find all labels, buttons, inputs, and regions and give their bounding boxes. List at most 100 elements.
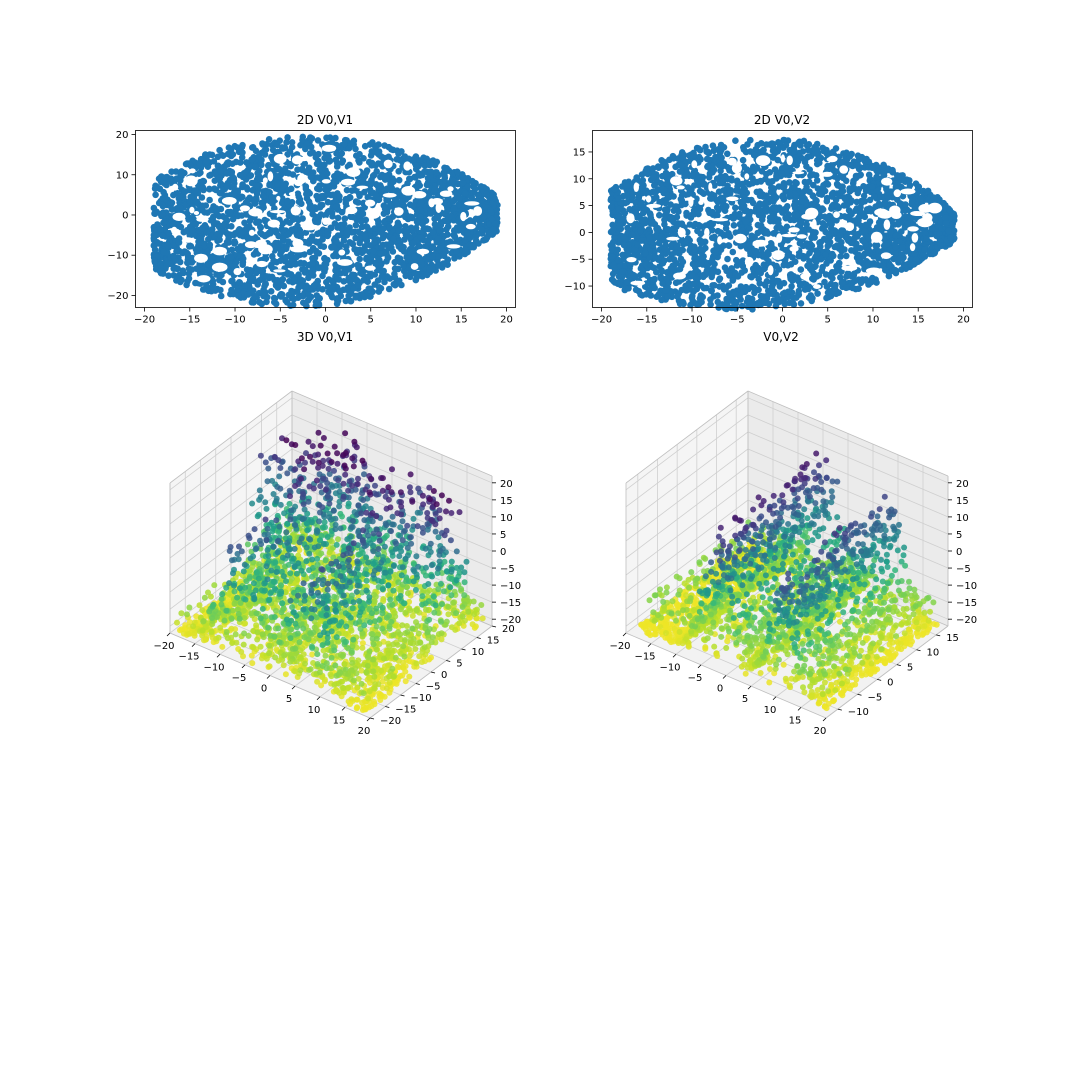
scatter-point — [395, 227, 402, 235]
scatter-point — [823, 294, 830, 302]
scatter-point — [461, 236, 469, 244]
scatter-point — [237, 243, 244, 250]
scatter-point — [650, 276, 657, 284]
scatter-point — [823, 260, 830, 267]
scatter-point — [433, 158, 441, 166]
scatter-point — [217, 292, 225, 300]
scatter-point — [429, 253, 437, 260]
gap — [239, 205, 250, 212]
scatter-point — [850, 270, 858, 278]
scatter-point — [358, 218, 365, 225]
scatter-point — [178, 172, 185, 180]
scatter-point — [357, 269, 364, 277]
scatter-point — [252, 163, 259, 170]
scatter-point — [793, 211, 801, 219]
scatter-point — [164, 242, 172, 249]
scatter-point — [756, 280, 763, 287]
scatter-point — [315, 230, 323, 237]
x-tick-label: 20 — [500, 315, 513, 326]
scatter-point — [259, 192, 267, 200]
scatter-point — [161, 174, 169, 181]
gap — [258, 244, 273, 255]
scatter-point — [151, 210, 158, 217]
scatter-point — [360, 276, 367, 284]
scatter-point — [298, 282, 306, 290]
scatter-point — [356, 150, 363, 158]
gap — [465, 223, 476, 230]
scatter-point — [427, 210, 435, 217]
scatter-point — [885, 272, 893, 280]
scatter-point — [255, 218, 263, 225]
scatter-point — [411, 269, 418, 277]
scatter-point — [217, 167, 224, 175]
scatter-point — [184, 278, 191, 285]
scatter-point — [720, 144, 728, 151]
scatter-point — [371, 225, 379, 232]
scatter-point — [490, 194, 498, 202]
scatter-point — [216, 271, 224, 279]
scatter-point — [872, 242, 879, 249]
scatter-point — [314, 239, 321, 246]
scatter-point — [861, 213, 869, 221]
scatter-point — [828, 190, 836, 198]
scatter-point — [899, 244, 906, 251]
gap — [439, 190, 453, 197]
scatter-point — [153, 183, 161, 191]
scatter-point — [426, 265, 434, 273]
scatter-point — [210, 286, 218, 293]
scatter-point — [638, 178, 645, 186]
scatter-point — [620, 241, 628, 249]
scatter-point — [213, 205, 220, 212]
scatter-point — [709, 255, 716, 263]
scatter-point — [288, 139, 296, 146]
scatter-point — [754, 221, 762, 229]
scatter-point — [366, 179, 374, 187]
scatter-point — [371, 238, 378, 246]
scatter-point — [417, 234, 425, 241]
scatter-point — [417, 199, 425, 207]
scatter-point — [248, 156, 256, 163]
gap — [321, 179, 331, 184]
gap — [321, 144, 337, 152]
scatter-point — [697, 239, 705, 247]
gap — [297, 174, 307, 184]
scatter-point — [889, 166, 896, 174]
scatter-point — [730, 215, 737, 222]
scatter-point — [648, 219, 656, 227]
scatter-point — [874, 168, 881, 176]
scatter-point — [159, 270, 167, 277]
scatter-point — [330, 252, 337, 260]
gap — [262, 177, 268, 184]
scatter-point — [236, 279, 243, 286]
scatter-point — [199, 224, 206, 232]
scatter-point — [334, 275, 341, 283]
scatter-point — [356, 234, 364, 242]
scatter-point — [791, 258, 799, 266]
scatter-point — [258, 161, 265, 169]
scatter-point — [206, 185, 213, 193]
scatter-point — [739, 156, 747, 164]
scatter-point — [268, 193, 276, 201]
scatter-point — [189, 214, 196, 222]
scatter-point — [232, 158, 240, 166]
scatter-point — [259, 140, 266, 147]
scatter-point — [749, 179, 756, 187]
scatter-point — [440, 169, 448, 177]
scatter-point — [781, 205, 789, 213]
scatter-point — [781, 182, 788, 190]
plot-title: 2D V0,V2 — [754, 113, 810, 127]
scatter-point — [838, 173, 846, 181]
scatter-points — [150, 133, 501, 310]
scatter-point — [488, 215, 496, 223]
scatter-point — [444, 223, 452, 230]
gap — [401, 186, 416, 196]
scatter-point — [656, 211, 663, 219]
scatter-point — [299, 136, 306, 144]
gap — [273, 153, 287, 164]
scatter-point — [352, 221, 360, 229]
scatter-point — [811, 234, 818, 241]
scatter-point — [359, 177, 367, 184]
scatter-point — [715, 276, 723, 284]
scatter-point — [470, 183, 478, 191]
scatter-point — [256, 176, 264, 183]
